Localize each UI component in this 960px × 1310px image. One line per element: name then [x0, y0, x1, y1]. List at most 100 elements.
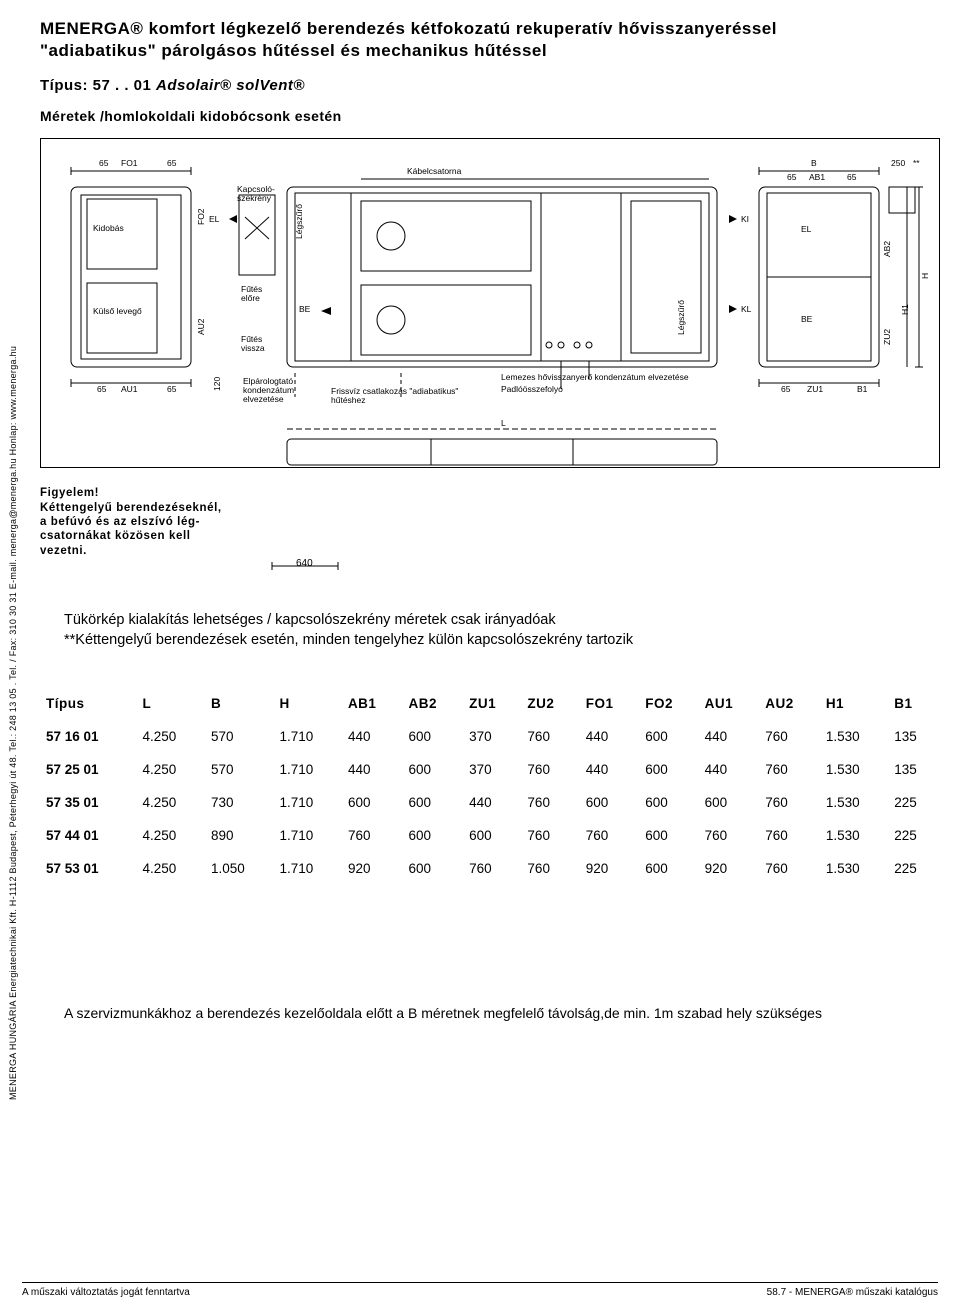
label-el-right: EL	[801, 225, 811, 234]
table-cell: 760	[521, 753, 579, 786]
table-row: 57 53 014.2501.0501.71092060076076092060…	[40, 852, 940, 885]
table-cell: 600	[699, 786, 760, 819]
table-cell: 1.530	[820, 786, 888, 819]
table-cell: 760	[759, 786, 820, 819]
label-kabel: Kábelcsatorna	[407, 167, 461, 176]
label-ki: KI	[741, 215, 749, 224]
table-cell: 4.250	[137, 786, 205, 819]
page: MENERGA HUNGÁRIA Energiatechnikai Kft. H…	[0, 0, 960, 1310]
dim-120: 120	[213, 377, 222, 391]
table-cell: 57 53 01	[40, 852, 137, 885]
table-cell: 4.250	[137, 720, 205, 753]
label-elparo: Elpárologtató kondenzátum elvezetése	[243, 377, 313, 404]
table-cell: 600	[580, 786, 639, 819]
label-el-left: EL	[209, 215, 219, 224]
table-cell: 440	[342, 753, 403, 786]
label-legszuro2: Légszűrő	[677, 300, 686, 335]
table-cell: 57 16 01	[40, 720, 137, 753]
table-cell: 1.050	[205, 852, 273, 885]
table-row: 57 25 014.2505701.7104406003707604406004…	[40, 753, 940, 786]
dim-ab2: AB2	[883, 241, 892, 257]
table-cell: 57 25 01	[40, 753, 137, 786]
table-cell: 600	[639, 786, 698, 819]
table-cell: 760	[521, 852, 579, 885]
table-cell: 890	[205, 819, 273, 852]
table-cell: 440	[699, 753, 760, 786]
col-au1: AU1	[699, 687, 760, 720]
dim-b1: B1	[857, 385, 867, 394]
table-cell: 760	[759, 720, 820, 753]
col-zu1: ZU1	[463, 687, 521, 720]
table-row: 57 44 014.2508901.7107606006007607606007…	[40, 819, 940, 852]
table-cell: 600	[639, 819, 698, 852]
table-cell: 1.530	[820, 819, 888, 852]
col-h1: H1	[820, 687, 888, 720]
table-cell: 920	[342, 852, 403, 885]
publisher-sidebar: MENERGA HUNGÁRIA Energiatechnikai Kft. H…	[8, 346, 18, 1100]
dim-65-b2: 65	[167, 385, 176, 394]
table-cell: 600	[342, 786, 403, 819]
dim-65-r2: 65	[847, 173, 856, 182]
table-cell: 760	[759, 852, 820, 885]
attention-title: Figyelem!	[40, 486, 360, 500]
label-kapcs: Kapcsoló-szekrény	[237, 185, 277, 203]
table-cell: 600	[403, 720, 464, 753]
attention-block: Figyelem! Kéttengelyű berendezéseknél, a…	[40, 486, 360, 558]
label-kidobas: Kidobás	[93, 224, 124, 233]
table-cell: 370	[463, 753, 521, 786]
note-2: **Kéttengelyű berendezések esetén, minde…	[64, 630, 928, 650]
measure-heading: Méretek /homlokoldali kidobócsonk esetén	[40, 108, 928, 124]
label-frissviz: Frissvíz csatlakozás "adiabatikus" hűtés…	[331, 387, 471, 405]
table-cell: 730	[205, 786, 273, 819]
table-cell: 570	[205, 753, 273, 786]
col-h: H	[273, 687, 341, 720]
table-cell: 600	[463, 819, 521, 852]
type-model: Adsolair® solVent®	[156, 77, 305, 94]
table-cell: 600	[403, 852, 464, 885]
type-line: Típus: 57 . . 01 Adsolair® solVent®	[40, 77, 928, 94]
dim-h1: H1	[901, 304, 910, 315]
type-prefix: Típus: 57 . . 01	[40, 77, 156, 94]
page-footer: A műszaki változtatás jogát fenntartva 5…	[22, 1282, 938, 1298]
table-cell: 920	[580, 852, 639, 885]
table-cell: 1.710	[273, 753, 341, 786]
table-cell: 440	[699, 720, 760, 753]
table-cell: 760	[759, 753, 820, 786]
label-lemezes: Lemezes hővisszanyerő kondenzátum elveze…	[501, 373, 721, 382]
table-cell: 1.710	[273, 786, 341, 819]
table-cell: 370	[463, 720, 521, 753]
table-cell: 600	[403, 753, 464, 786]
dim-250: 250	[891, 159, 905, 168]
attention-l1: Kéttengelyű berendezéseknél,	[40, 501, 360, 515]
col-fo2: FO2	[639, 687, 698, 720]
dim-65-l2: 65	[167, 159, 176, 168]
table-cell: 600	[639, 753, 698, 786]
dim-l: L	[501, 419, 506, 428]
label-futes-vissza: Fűtés vissza	[241, 335, 277, 353]
table-cell: 760	[699, 819, 760, 852]
table-header-row: Típus L B H AB1 AB2 ZU1 ZU2 FO1 FO2 AU1 …	[40, 687, 940, 720]
label-be-left: BE	[299, 305, 310, 314]
notes-block: Tükörkép kialakítás lehetséges / kapcsol…	[64, 610, 928, 651]
table-row: 57 16 014.2505701.7104406003707604406004…	[40, 720, 940, 753]
attention-l4: vezetni.	[40, 544, 360, 558]
service-note: A szervizmunkákhoz a berendezés kezelőol…	[64, 1005, 928, 1021]
dim-fo2: FO2	[197, 209, 206, 226]
label-futes-elore: Fűtés előre	[241, 285, 277, 303]
table-cell: 760	[342, 819, 403, 852]
table-cell: 570	[205, 720, 273, 753]
dim-zu1: ZU1	[807, 385, 823, 394]
note-1: Tükörkép kialakítás lehetséges / kapcsol…	[64, 610, 928, 630]
table-cell: 1.710	[273, 852, 341, 885]
col-b1: B1	[888, 687, 940, 720]
footer-left: A műszaki változtatás jogát fenntartva	[22, 1287, 190, 1298]
dim-b: B	[811, 159, 817, 168]
table-cell: 135	[888, 720, 940, 753]
page-title-line2: "adiabatikus" párolgásos hűtéssel és mec…	[40, 41, 928, 61]
page-title-line1: MENERGA® komfort légkezelő berendezés ké…	[40, 18, 928, 39]
footer-right: 58.7 - MENERGA® műszaki katalógus	[767, 1287, 938, 1298]
table-cell: 4.250	[137, 819, 205, 852]
unit-schematic: 65 FO1 65 Kidobás Külső levegő EL FO2 AU…	[40, 138, 940, 468]
table-cell: 760	[463, 852, 521, 885]
table-cell: 1.530	[820, 753, 888, 786]
